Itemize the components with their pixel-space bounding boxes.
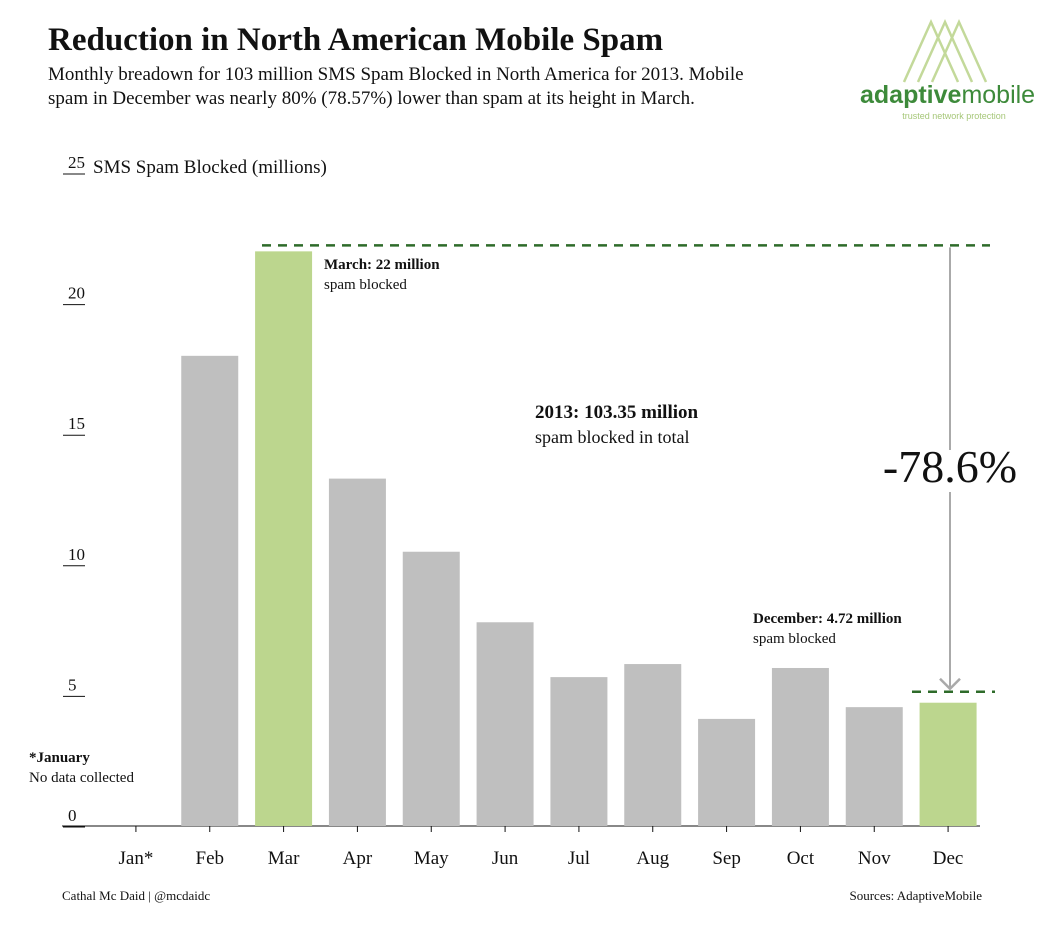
bar	[919, 702, 977, 826]
annotation: 2013: 103.35 million	[535, 402, 699, 423]
bar	[328, 478, 386, 826]
x-tick-label: Dec	[933, 848, 964, 869]
annotation: March: 22 million	[324, 257, 440, 273]
bar	[624, 664, 682, 826]
arrow-head	[939, 677, 961, 691]
y-tick-label: 20	[68, 284, 85, 303]
footer: Cathal Mc Daid | @mcdaidc	[62, 888, 210, 903]
annotation: -78.6%	[883, 441, 1017, 492]
footer: Sources: AdaptiveMobile	[849, 888, 982, 903]
bar	[255, 251, 313, 827]
logo-light: mobile	[961, 81, 1035, 109]
logo-name: adaptivemobile	[860, 81, 1035, 109]
logo-tagline: trusted network protection	[902, 111, 1006, 121]
x-tick-label: Jul	[568, 848, 590, 869]
bar	[550, 677, 608, 826]
annotation: December: 4.72 million	[753, 611, 902, 627]
annotation: *January	[29, 750, 90, 766]
bar	[771, 667, 829, 826]
y-tick-label: 15	[68, 414, 85, 433]
x-tick-label: Jun	[492, 848, 519, 869]
subtitle: spam in December was nearly 80% (78.57%)…	[48, 88, 695, 109]
x-tick-label: Jan*	[119, 848, 154, 869]
x-tick-label: Apr	[343, 848, 373, 869]
x-tick-label: Feb	[196, 848, 225, 869]
x-tick-label: Oct	[787, 848, 815, 869]
bar	[845, 707, 903, 826]
y-tick-label: 25	[68, 153, 85, 172]
x-tick-label: Aug	[636, 848, 669, 869]
y-tick-label: 5	[68, 675, 77, 694]
bar	[402, 551, 460, 826]
annotation: spam blocked	[324, 277, 407, 293]
logo-bold: adaptive	[860, 81, 962, 109]
logo	[902, 18, 988, 83]
x-tick-label: Nov	[858, 848, 891, 869]
y-tick-label: 0	[68, 806, 77, 825]
annotation: spam blocked in total	[535, 427, 689, 447]
bar	[181, 355, 239, 826]
logo-mark	[902, 18, 988, 83]
annotation: No data collected	[29, 770, 134, 786]
y-tick-label: 10	[68, 545, 85, 564]
subtitle: Monthly breadown for 103 million SMS Spa…	[48, 64, 744, 85]
x-tick-label: May	[414, 848, 449, 869]
bar	[698, 718, 756, 826]
annotation: spam blocked	[753, 631, 836, 647]
y-axis-label: SMS Spam Blocked (millions)	[93, 157, 327, 178]
chart-title: Reduction in North American Mobile Spam	[48, 22, 663, 58]
x-tick-label: Mar	[268, 848, 300, 869]
x-tick-label: Sep	[712, 848, 741, 869]
bar	[476, 622, 534, 826]
